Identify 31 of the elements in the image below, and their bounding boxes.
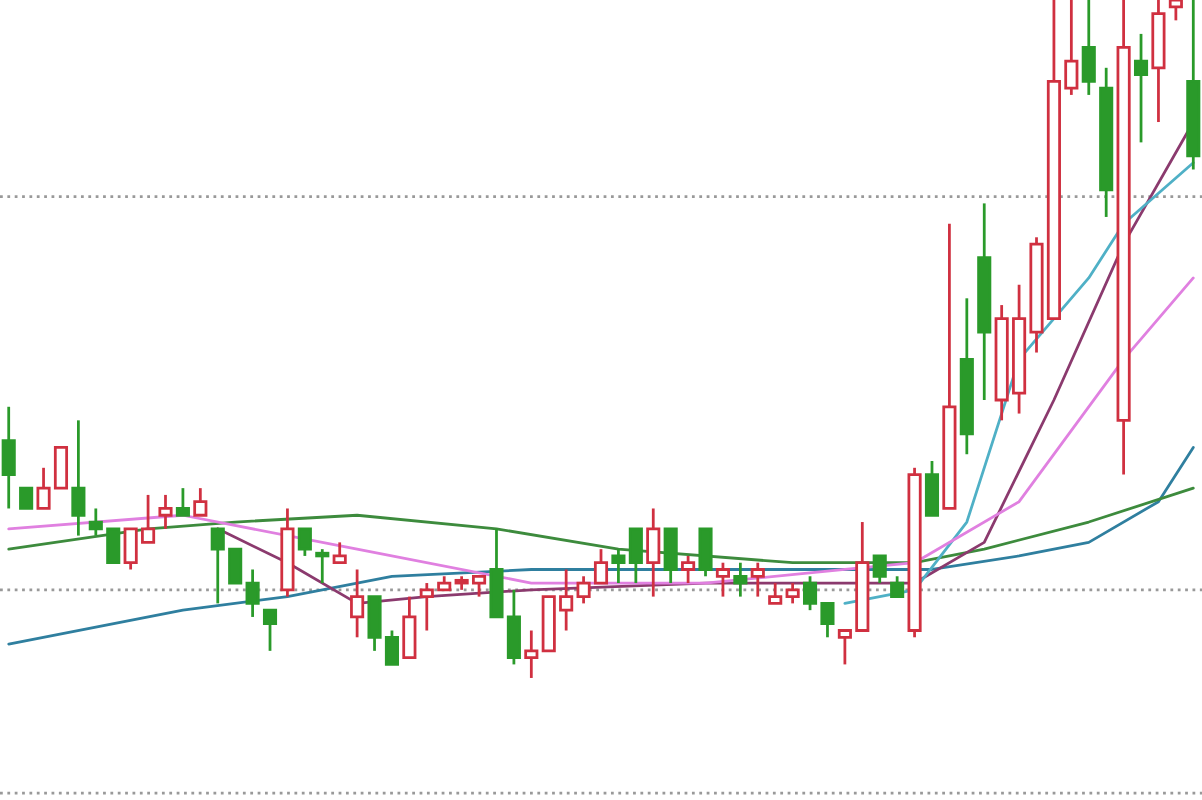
candlestick [332,540,347,565]
candlestick [71,418,86,537]
candlestick [1,405,16,510]
candlestick [611,547,626,585]
candlestick [245,568,260,619]
candlestick [524,629,539,680]
candlestick [924,459,940,517]
candlestick [19,486,34,510]
candlestick [1133,32,1149,144]
candlestick [158,493,173,531]
candlestick [890,574,905,598]
candlestick [750,561,765,598]
candlestick [681,554,696,585]
candlestick [663,527,678,585]
candlestick [175,486,190,517]
candlestick [715,561,730,598]
candlestick [1081,0,1096,97]
candlestick [698,527,713,578]
candlestick [733,561,748,598]
candlestick [646,507,661,598]
candlestick [872,554,887,585]
candlestick [315,547,330,585]
candlestick [628,527,643,585]
candlestick [402,595,417,660]
candlestick [1168,0,1183,22]
candlestick [262,608,278,653]
candlestick [785,581,800,605]
candlestick [193,486,208,517]
candlestick [297,527,312,558]
candlestick [768,581,783,605]
candlestick [350,568,365,639]
